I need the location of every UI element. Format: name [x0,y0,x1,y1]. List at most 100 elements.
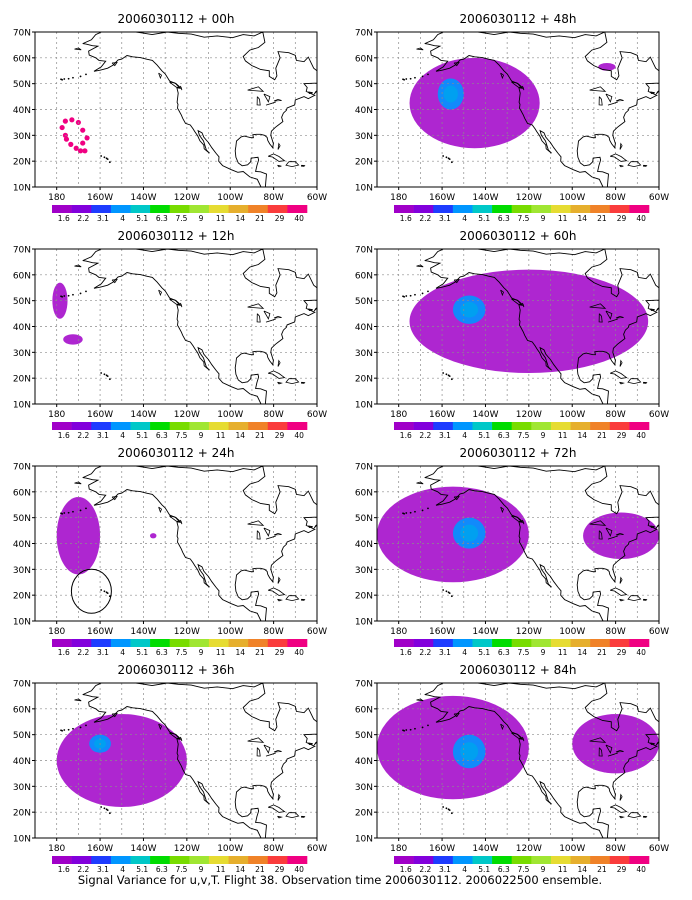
colorbar-swatch [413,422,434,430]
island-outline [453,279,460,284]
lat-tick-label: 40N [355,106,373,116]
aleutian-island [427,507,429,510]
hawaii-island [442,372,445,374]
hawaii-island [450,378,453,381]
lat-tick-label: 60N [355,271,373,281]
variance-core [460,524,479,542]
island-outline [268,804,286,813]
colorbar-swatch [110,422,131,430]
lon-tick-label: 160W [87,844,113,854]
aleutian-island [63,78,66,80]
island-outline [649,91,655,94]
colorbar-label: 1.6 [400,865,412,874]
island-outline [265,752,276,757]
colorbar-swatch [169,205,190,213]
aleutian-island [403,512,406,515]
lat-tick-label: 50N [13,80,31,90]
lon-tick-label: 140W [472,627,498,637]
hawaii-island [103,156,106,159]
colorbar-label: 11 [558,865,568,874]
island-outline [263,310,271,320]
colorbar-label: 2.2 [419,214,431,223]
colorbar-swatch [492,205,512,213]
colorbar-label: 6.3 [156,431,168,440]
island-outline [500,289,504,297]
colorbar-swatch [130,422,151,430]
colorbar-swatch [169,422,190,430]
colorbar-swatch [394,422,414,430]
lat-tick-label: 60N [13,705,31,715]
colorbar-swatch [52,639,72,647]
aleutian-island [421,509,424,512]
island-outline [307,91,313,94]
aleutian-island [79,75,82,78]
panel-title: 2006030112 + 36h [118,663,235,677]
colorbar-label: 29 [275,648,285,657]
island-outline [416,698,424,702]
colorbar-swatch [433,856,454,864]
lon-tick-label: 140W [130,627,156,637]
lat-tick-label: 70N [13,29,31,39]
colorbar-swatch [452,639,473,647]
lon-tick-label: 60W [307,627,327,637]
colorbar-swatch [472,639,493,647]
lat-tick-label: 20N [13,375,31,385]
lon-tick-label: 100W [559,844,585,854]
colorbar-swatch [531,856,552,864]
aleutian-island [414,76,416,79]
colorbar-label: 9 [199,214,204,223]
lat-tick-label: 60N [13,271,31,281]
lon-tick-label: 120W [174,844,200,854]
island-outline [619,576,623,584]
island-outline [655,90,659,95]
colorbar-swatch [110,639,131,647]
colorbar-label: 11 [558,648,568,657]
aleutian-island [414,510,416,513]
aleutian-island [85,73,87,76]
colorbar-swatch [189,205,210,213]
aleutian-island [421,75,424,78]
lat-tick-label: 60N [355,705,373,715]
colorbar-label: 21 [255,648,265,657]
aleutian-island [409,77,412,80]
hawaii-island [103,373,106,376]
island-outline [169,298,181,306]
island-outline [247,737,265,743]
island-outline [111,62,118,67]
island-outline [607,318,618,323]
island-outline [273,749,282,753]
colorbar-swatch [228,205,249,213]
lat-tick-label: 50N [13,731,31,741]
colorbar-label: 6.3 [498,214,510,223]
island-outline [263,527,271,537]
colorbar-label: 29 [275,214,285,223]
colorbar-swatch [228,422,249,430]
colorbar-swatch [570,639,591,647]
colorbar-label: 9 [199,648,204,657]
lon-tick-label: 160W [429,193,455,203]
island-outline [268,587,286,596]
lat-tick-label: 50N [13,297,31,307]
colorbar-swatch [248,639,269,647]
panel-title: 2006030112 + 24h [118,446,235,460]
island-outline [521,302,525,308]
colorbar-swatch [394,856,414,864]
island-outline [610,153,628,162]
colorbar-label: 6.3 [498,648,510,657]
lat-tick-label: 20N [355,809,373,819]
island-outline [169,515,181,523]
island-outline [619,381,625,385]
panel-title: 2006030112 + 84h [460,663,577,677]
colorbar-swatch [511,205,532,213]
lat-tick-label: 10N [13,401,31,411]
aleutian-island [405,729,408,731]
lon-tick-label: 120W [516,844,542,854]
lon-tick-label: 60W [649,844,669,854]
aleutian-island [85,507,87,510]
colorbar-swatch [590,205,611,213]
lon-tick-label: 60W [649,193,669,203]
colorbar-swatch [52,422,72,430]
island-outline [615,749,624,753]
colorbar-swatch [208,856,229,864]
colorbar-swatch [609,422,630,430]
